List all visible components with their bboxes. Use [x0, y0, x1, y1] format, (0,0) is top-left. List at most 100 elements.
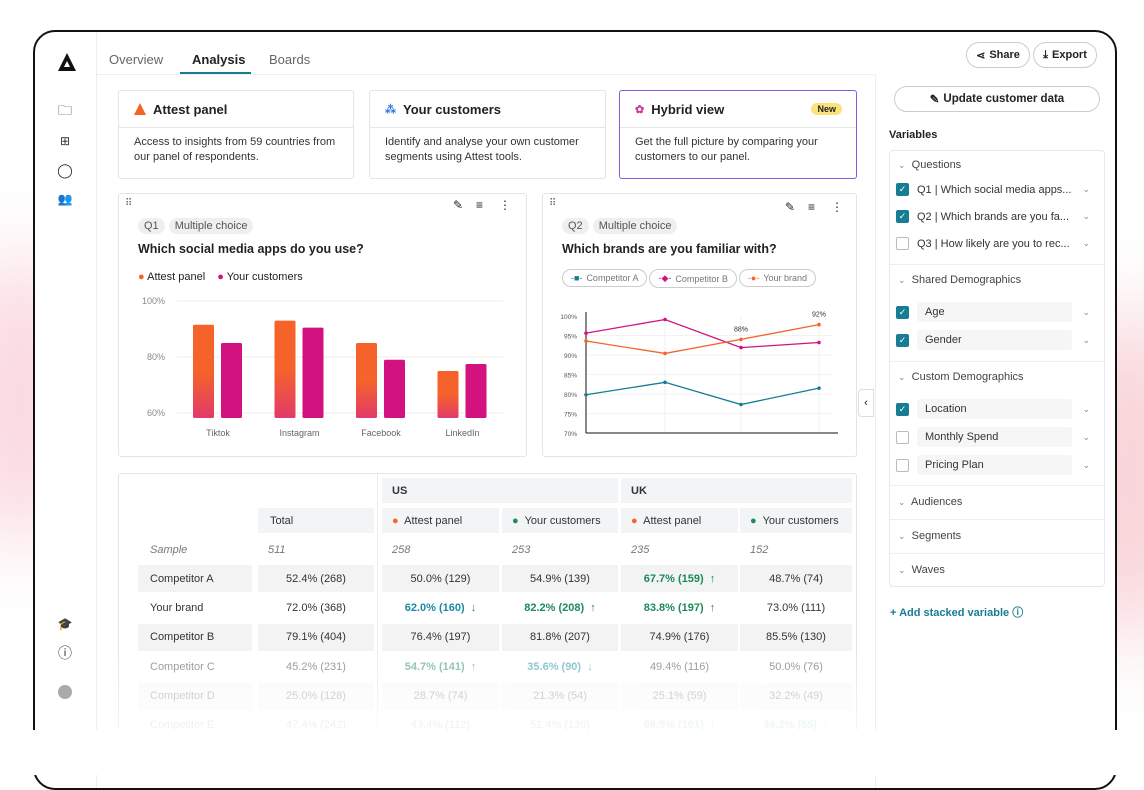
- x-tick-label: Facebook: [361, 428, 401, 438]
- variable-item[interactable]: ✓ Q1 | Which social media apps... ⌄: [896, 183, 1100, 196]
- data-point: [817, 322, 821, 327]
- chevron-down-icon[interactable]: ⌄: [1082, 211, 1090, 221]
- data-point: [739, 337, 743, 342]
- checkbox[interactable]: ✓: [896, 333, 909, 347]
- checkbox[interactable]: [896, 458, 909, 472]
- help-icon[interactable]: ⓘ: [58, 645, 72, 661]
- table-cell: 72.0% (368): [286, 602, 346, 615]
- bottom-crop: [0, 730, 1144, 775]
- section-toggle[interactable]: ⌄ Waves: [898, 564, 945, 576]
- table-cell: 85.5% (130): [740, 623, 852, 651]
- tab-boards[interactable]: Boards: [269, 52, 311, 67]
- edit-icon[interactable]: ✎: [453, 198, 464, 212]
- checkbox[interactable]: ✓: [896, 402, 909, 416]
- attest-panel-card[interactable]: Attest panel Access to insights from 59 …: [118, 90, 354, 179]
- bar-chart: 100% 80% 60% Tiktok Instagram Facebook LinkedI…: [142, 296, 503, 438]
- circles-icon[interactable]: ◯: [57, 161, 73, 178]
- variable-item[interactable]: ✓ Gender ⌄: [896, 330, 1100, 350]
- export-button[interactable]: ⤓ Export: [1033, 42, 1097, 68]
- data-point: [584, 392, 588, 397]
- table-cell: 52.4% (268): [258, 565, 374, 593]
- sidebar: 🗀 ⊞ ◯ 👥 🎓 ⓘ: [35, 32, 97, 788]
- section-toggle[interactable]: ⌄ Questions: [898, 159, 962, 171]
- bar-attest-panel: [274, 320, 296, 418]
- drag-handle-icon[interactable]: ⠿: [549, 198, 557, 209]
- chevron-down-icon[interactable]: ⌄: [1082, 238, 1090, 248]
- chevron-down-icon[interactable]: ⌄: [1082, 306, 1090, 317]
- legend: ● Attest panel ● Your customers: [138, 271, 303, 283]
- table-cell: 83.8% (197) ↑: [643, 602, 716, 615]
- section-toggle[interactable]: ⌄ Custom Demographics: [898, 371, 1024, 383]
- filter-icon[interactable]: ≡: [476, 198, 484, 212]
- checkbox[interactable]: [896, 237, 909, 250]
- more-icon[interactable]: ⋮: [831, 200, 843, 214]
- variable-item[interactable]: ✓ Q2 | Which brands are you fa... ⌄: [896, 210, 1100, 223]
- tab-overview[interactable]: Overview: [109, 52, 164, 67]
- table-cell: 82.2% (208) ↑: [524, 602, 596, 615]
- row-label: Your brand: [150, 602, 204, 615]
- update-customer-data-button[interactable]: ✎ Update customer data: [894, 86, 1100, 112]
- avatar[interactable]: [58, 685, 72, 699]
- new-badge: New: [811, 103, 842, 115]
- y-tick-label: 95%: [564, 334, 577, 341]
- graduation-cap-icon[interactable]: 🎓: [57, 617, 73, 631]
- legend-chip[interactable]: -◆- Competitor B: [649, 269, 737, 288]
- drag-handle-icon[interactable]: ⠿: [125, 198, 133, 209]
- section-toggle[interactable]: ⌄ Audiences: [898, 496, 963, 508]
- share-icon: ⋖: [976, 49, 986, 62]
- your-customers-card[interactable]: ⁂ Your customers Identify and analyse you…: [369, 90, 606, 179]
- variable-item[interactable]: Pricing Plan ⌄: [896, 455, 1100, 475]
- checkbox[interactable]: ✓: [896, 210, 909, 223]
- checkbox[interactable]: [896, 430, 909, 444]
- section-toggle[interactable]: ⌄ Segments: [898, 530, 962, 542]
- variable-item[interactable]: ✓ Age ⌄: [896, 302, 1100, 322]
- checkbox[interactable]: ✓: [896, 183, 909, 196]
- chevron-down-icon[interactable]: ⌄: [1082, 334, 1090, 345]
- legend-item: ● Attest panel: [138, 271, 206, 283]
- row-label: Competitor B: [138, 623, 252, 651]
- hybrid-view-card[interactable]: ✿ Hybrid view New Get the full picture by …: [619, 90, 857, 179]
- legend-chip[interactable]: -■- Competitor A: [562, 269, 648, 287]
- more-icon[interactable]: ⋮: [499, 198, 511, 212]
- chevron-down-icon[interactable]: ⌄: [1082, 459, 1090, 470]
- section-toggle[interactable]: ⌄ Shared Demographics: [898, 274, 1022, 286]
- chevron-down-icon[interactable]: ⌄: [1082, 184, 1090, 194]
- table-cell: 511: [268, 543, 286, 556]
- tab-analysis[interactable]: Analysis: [192, 52, 246, 67]
- chart-title: Which brands are you familiar with?: [562, 242, 777, 256]
- folder-icon[interactable]: 🗀: [58, 102, 72, 118]
- checkbox[interactable]: ✓: [896, 305, 909, 319]
- variable-item[interactable]: Q3 | How likely are you to rec... ⌄: [896, 237, 1100, 250]
- chevron-down-icon: ⌄: [898, 531, 906, 541]
- legend-chip[interactable]: -●- Your brand: [738, 269, 817, 287]
- chevron-down-icon: ⌄: [898, 275, 906, 285]
- app-window: 🗀 ⊞ ◯ 👥 🎓 ⓘ Overview Analysis Boards ⋖ Sh…: [33, 30, 1117, 790]
- data-point: [663, 317, 667, 322]
- attest-logo-icon: [134, 103, 146, 115]
- bar-your-customers: [384, 359, 405, 418]
- hierarchy-icon: ⁂: [385, 103, 396, 116]
- edit-icon[interactable]: ✎: [785, 200, 796, 214]
- table-cell: 48.7% (74): [740, 565, 852, 593]
- q1-chart-card: ⠿ ✎ ≡ ⋮ Q1 Multiple choice Which social m…: [118, 193, 527, 457]
- variable-item[interactable]: ✓ Location ⌄: [896, 399, 1100, 419]
- add-stacked-variable-link[interactable]: + Add stacked variable ⓘ: [890, 607, 1024, 619]
- share-button[interactable]: ⋖ Share: [966, 42, 1030, 68]
- question-type: Multiple choice: [168, 218, 254, 234]
- active-tab-indicator: [180, 72, 251, 74]
- chevron-down-icon[interactable]: ⌄: [1082, 403, 1090, 414]
- hybrid-icon: ✿: [635, 103, 645, 116]
- variable-item[interactable]: Monthly Spend ⌄: [896, 427, 1100, 447]
- collapse-panel-button[interactable]: ‹: [858, 389, 874, 417]
- y-tick-label: 85%: [564, 373, 577, 380]
- filter-icon[interactable]: ≡: [808, 200, 816, 214]
- grid-plus-icon[interactable]: ⊞: [59, 134, 71, 148]
- row-label: Sample: [150, 543, 188, 556]
- y-tick-label: 60%: [147, 408, 165, 418]
- table-cell: 253: [512, 543, 531, 556]
- attest-logo[interactable]: [57, 52, 77, 72]
- users-icon[interactable]: 👥: [57, 192, 73, 206]
- y-tick-label: 70%: [564, 431, 577, 438]
- chevron-down-icon[interactable]: ⌄: [1082, 431, 1090, 442]
- table-cell: 54.9% (139): [502, 565, 618, 593]
